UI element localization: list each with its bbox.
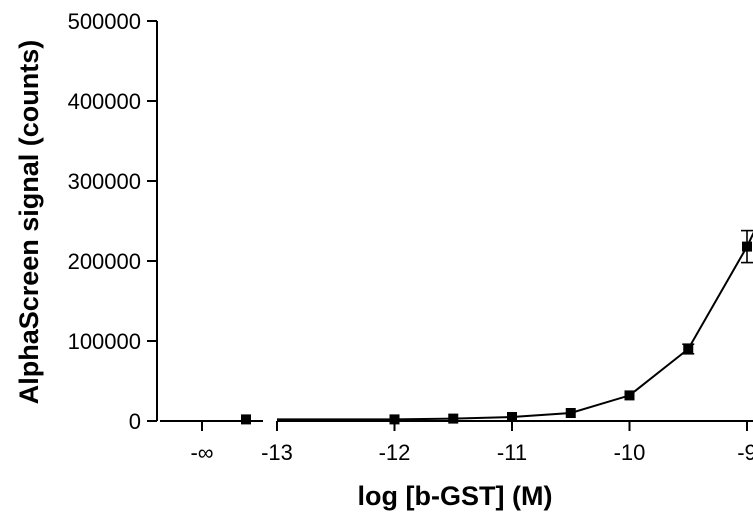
y-tick-label: 400000 (68, 89, 141, 114)
y-tick-label: 300000 (68, 169, 141, 194)
y-tick-label: 0 (129, 409, 141, 434)
data-point-zero (241, 414, 251, 425)
x-tick-label-neg-infinity: -∞ (190, 440, 213, 465)
x-tick-label: -9 (737, 440, 753, 465)
x-tick-label: -11 (497, 440, 527, 465)
data-point (742, 241, 752, 252)
x-tick-label: -13 (261, 440, 293, 465)
y-axis: 0 100000 200000 300000 400000 500000 (68, 9, 158, 434)
y-tick-label: 200000 (68, 249, 141, 274)
data-point (507, 412, 517, 422)
data-point (624, 390, 635, 401)
x-tick-label: -10 (614, 440, 646, 465)
plot-area (241, 229, 753, 425)
y-tick-label: 100000 (68, 329, 141, 354)
y-axis-title: AlphaScreen signal (counts) (14, 40, 44, 405)
x-axis-title: log [b-GST] (M) (358, 481, 553, 511)
y-tick-label: 500000 (68, 9, 141, 34)
x-tick-label: -12 (379, 440, 411, 465)
x-axis: -∞-13-12-11-10-9-8 (160, 420, 753, 465)
data-point (448, 413, 459, 424)
data-point (683, 344, 694, 354)
data-point (565, 408, 576, 418)
series-line (277, 231, 753, 421)
data-point (389, 414, 400, 425)
